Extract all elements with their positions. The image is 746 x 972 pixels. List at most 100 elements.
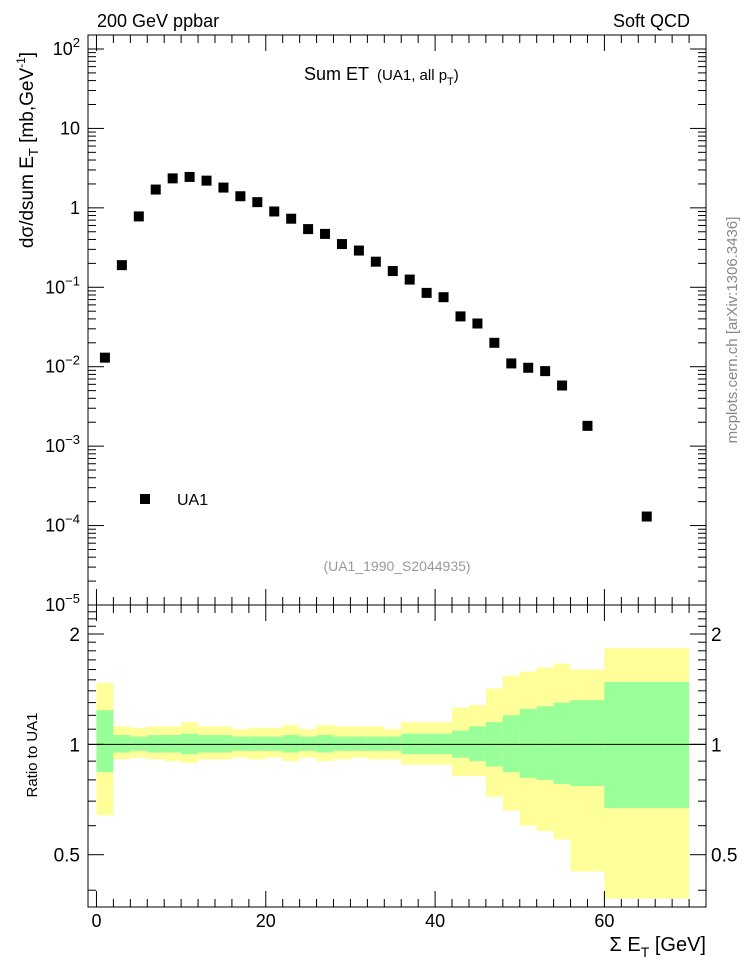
main-y-tick-label: 102 <box>53 35 80 59</box>
ratio-inner-band <box>604 681 690 809</box>
data-point <box>150 184 161 195</box>
ylabel-sub: T <box>26 148 41 156</box>
x-tick-labels: 0 20 40 60 <box>91 911 614 931</box>
ratio-inner-band <box>299 736 317 751</box>
tick-base: 1 <box>70 198 80 218</box>
ylabel-pre: dσ/dsum E <box>17 156 38 248</box>
data-point <box>133 211 144 222</box>
ratio-inner-band <box>231 736 249 751</box>
data-point <box>303 224 314 235</box>
main-y-tick-label: 10−5 <box>45 591 80 615</box>
main-y-tick-label: 10−3 <box>45 432 80 456</box>
ylabel-mid: [mb,GeV <box>17 68 38 149</box>
main-data-points <box>99 171 652 522</box>
ratio-panel: 0.5 0.5 1 1 2 2 Ratio to UA1 <box>24 604 737 908</box>
tick-exponent: 2 <box>73 35 80 50</box>
ratio-inner-band <box>350 736 368 751</box>
data-point <box>404 274 415 285</box>
data-point <box>252 197 263 208</box>
ratio-ticks: 0.5 0.5 1 1 2 2 <box>54 604 737 907</box>
data-point <box>387 266 398 277</box>
title-sub-post: ) <box>454 67 459 84</box>
main-frame <box>87 34 707 606</box>
ratio-y-tick-label-right: 2 <box>711 625 722 646</box>
x-tick-label: 20 <box>256 911 276 931</box>
tick-exponent: −1 <box>65 273 80 288</box>
xlabel-pre: Σ E <box>609 934 640 956</box>
data-point <box>455 311 466 322</box>
data-point <box>506 358 517 369</box>
data-point <box>184 171 195 182</box>
data-point <box>582 420 593 431</box>
data-point <box>167 173 178 184</box>
ratio-inner-band <box>96 710 114 773</box>
tick-base: 10 <box>45 516 65 536</box>
x-tick-label: 40 <box>425 911 445 931</box>
ratio-inner-band <box>282 735 300 753</box>
x-axis-label: Σ ET [GeV] <box>609 934 706 960</box>
data-point <box>523 362 534 373</box>
data-point <box>235 191 246 202</box>
data-point <box>286 213 297 224</box>
ratio-inner-band <box>316 735 334 753</box>
ratio-inner-band <box>198 735 215 753</box>
tick-exponent: −2 <box>65 353 80 368</box>
ratio-inner-band <box>164 735 182 753</box>
xlabel-post: [GeV] <box>649 934 706 956</box>
ratio-y-axis-label: Ratio to UA1 <box>24 712 41 797</box>
ratio-inner-band <box>265 736 283 751</box>
tick-base: 10 <box>45 436 65 456</box>
data-point <box>320 228 331 239</box>
ratio-inner-band <box>570 700 605 786</box>
ratio-y-tick-label-right: 0.5 <box>711 846 737 867</box>
main-y-tick-label: 10 <box>60 118 80 138</box>
data-point <box>370 256 381 267</box>
x-tick-label: 0 <box>91 911 101 931</box>
data-point <box>116 260 127 271</box>
ratio-inner-band <box>248 736 266 751</box>
title-sub-sub: T <box>447 76 454 88</box>
ratio-inner-band <box>113 735 131 753</box>
ratio-inner-band <box>553 702 571 784</box>
ratio-y-tick-label-left: 2 <box>69 625 80 646</box>
tick-exponent: −4 <box>65 512 80 527</box>
header-right-label: Soft QCD <box>613 11 690 31</box>
ratio-y-tick-label-left: 0.5 <box>54 846 80 867</box>
data-point <box>641 511 652 522</box>
tick-base: 10 <box>45 357 65 377</box>
main-y-tick-label: 10−1 <box>45 273 80 297</box>
data-point <box>489 337 500 348</box>
ratio-inner-band <box>536 706 554 780</box>
header-left-label: 200 GeV ppbar <box>97 11 219 31</box>
ratio-inner-band <box>333 736 351 751</box>
ratio-inner-band <box>367 736 385 751</box>
title-main: Sum ET <box>304 64 369 84</box>
data-point <box>218 182 229 193</box>
ratio-inner-band <box>214 735 232 753</box>
ratio-bands <box>96 648 690 899</box>
data-point <box>421 287 432 298</box>
ratio-y-tick-label-right: 1 <box>711 735 722 756</box>
data-point <box>269 206 280 217</box>
tick-base: 10 <box>45 595 65 615</box>
main-y-axis-label: dσ/dsum ET [mb,GeV-1] <box>14 52 41 248</box>
data-point <box>353 245 364 256</box>
tick-exponent: −5 <box>65 591 80 606</box>
main-title: Sum ET (UA1, all pT) <box>304 64 459 88</box>
ratio-frame <box>87 604 707 908</box>
ylabel-sup: -1 <box>14 57 28 68</box>
ratio-inner-band <box>519 708 537 778</box>
data-point <box>438 292 449 303</box>
main-y-tick-label: 1 <box>70 198 80 218</box>
data-point <box>201 175 212 186</box>
main-ticks <box>88 35 706 606</box>
ratio-inner-band <box>468 726 486 762</box>
xlabel-sub: T <box>641 944 650 960</box>
tick-base: 10 <box>45 277 65 297</box>
watermark-label: (UA1_1990_S2044935) <box>323 558 470 574</box>
legend-marker <box>140 494 150 504</box>
data-point <box>336 239 347 250</box>
